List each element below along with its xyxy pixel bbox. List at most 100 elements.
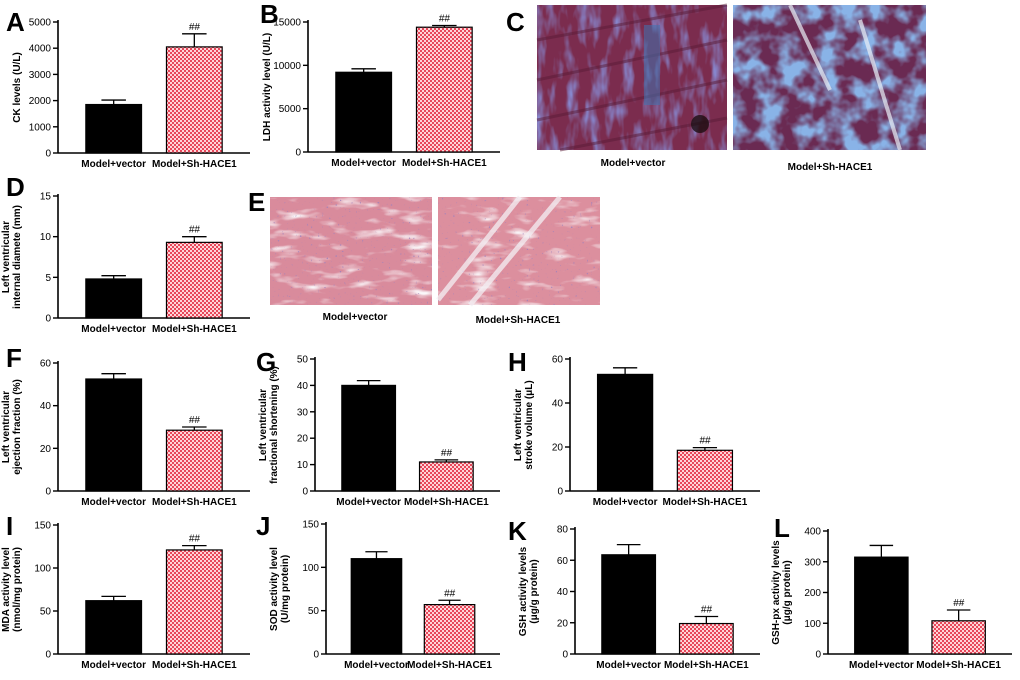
- bar-l-model-sh-hace1: [931, 620, 986, 655]
- y-tick-label-l-3: 300: [804, 557, 821, 568]
- y-tick-label-d-0: 0: [45, 314, 51, 325]
- y-tick-label-f-1: 20: [40, 444, 52, 455]
- y-axis-title-l: GSH-px activity levels(μg/g protein): [771, 540, 793, 645]
- x-category-label-k-1: Model+Sh-HACE1: [664, 660, 749, 671]
- y-tick-label-g-1: 10: [297, 460, 309, 471]
- panel-label-d: D: [6, 172, 25, 202]
- significance-i-1: ##: [189, 534, 201, 545]
- y-tick-label-b-1: 5000: [279, 104, 302, 115]
- x-category-label-f-1: Model+Sh-HACE1: [152, 497, 237, 508]
- y-tick-label-k-2: 40: [557, 587, 569, 598]
- y-tick-label-k-3: 60: [557, 556, 569, 567]
- x-category-label-d-0: Model+vector: [81, 324, 146, 335]
- bar-a-model-vector: [85, 103, 143, 154]
- y-tick-label-j-1: 50: [308, 606, 320, 617]
- panel-label-k: K: [508, 516, 527, 546]
- significance-h-1: ##: [699, 436, 711, 447]
- y-tick-label-g-5: 50: [297, 355, 309, 366]
- y-tick-label-g-0: 0: [302, 487, 308, 498]
- x-category-label-a-0: Model+vector: [81, 159, 146, 170]
- significance-g-1: ##: [441, 448, 453, 459]
- y-tick-label-g-2: 20: [297, 434, 309, 445]
- panel-label-l: L: [774, 513, 790, 543]
- panel-label-c: C: [506, 7, 525, 37]
- panel-label-i: I: [6, 511, 13, 541]
- chart-l-gsh-px-activity: 0 100 200 300 400 GSH-px activity levels(μg/g…: [771, 527, 1012, 671]
- y-tick-label-i-3: 150: [34, 521, 51, 532]
- significance-j-1: ##: [444, 588, 456, 599]
- panel-label-h: H: [508, 347, 527, 377]
- x-category-label-h-1: Model+Sh-HACE1: [663, 497, 748, 508]
- x-category-label-i-1: Model+Sh-HACE1: [152, 660, 237, 671]
- chart-j-sod-activity: 0 50 100 150 SOD activity level(U/mg protein…: [269, 520, 500, 671]
- chart-d-lv-internal-diameter: 0 5 10 15 Left ventricularinternal diamete (…: [1, 192, 250, 335]
- panel-label-j: J: [256, 511, 270, 541]
- bar-g-model-vector: [341, 384, 397, 492]
- bar-k-model-sh-hace1: [678, 622, 734, 655]
- x-category-label-k-0: Model+vector: [596, 660, 661, 671]
- bar-h-model-vector: [596, 373, 654, 492]
- caption-c-sh-hace1: Model+Sh-HACE1: [788, 162, 873, 173]
- y-tick-label-f-2: 40: [40, 401, 52, 412]
- bar-i-model-vector: [85, 600, 143, 655]
- y-tick-label-b-3: 15000: [273, 18, 301, 29]
- x-category-label-h-0: Model+vector: [593, 497, 658, 508]
- x-category-label-j-1: Model+Sh-HACE1: [407, 660, 492, 671]
- x-category-label-j-0: Model+vector: [344, 660, 409, 671]
- y-axis-title-k: GSH activity levels(μg/g protein): [518, 546, 540, 636]
- x-category-label-g-0: Model+vector: [336, 497, 401, 508]
- y-tick-label-g-3: 30: [297, 407, 309, 418]
- y-tick-label-k-1: 20: [557, 618, 569, 629]
- y-axis-title-h: Left ventricularstroke volume (μL): [513, 380, 535, 469]
- x-category-label-g-1: Model+Sh-HACE1: [404, 497, 489, 508]
- bar-f-model-vector: [85, 378, 143, 492]
- y-tick-label-a-3: 3000: [29, 70, 52, 81]
- y-tick-label-i-1: 50: [40, 607, 52, 618]
- bar-k-model-vector: [601, 554, 657, 655]
- y-tick-label-a-1: 1000: [29, 122, 52, 133]
- bar-i-model-sh-hace1: [165, 549, 223, 655]
- y-axis-title-a: CK levels (U/L): [12, 52, 23, 123]
- bar-j-model-sh-hace1: [423, 603, 476, 655]
- bar-j-model-vector: [350, 558, 403, 655]
- y-tick-label-l-4: 400: [804, 527, 821, 538]
- y-tick-label-b-0: 0: [295, 148, 301, 159]
- x-category-label-b-1: Model+Sh-HACE1: [402, 158, 487, 169]
- y-tick-label-k-4: 80: [557, 525, 569, 536]
- y-tick-label-j-0: 0: [313, 650, 319, 661]
- bar-l-model-vector: [854, 556, 909, 655]
- chart-k-gsh-activity: 0 20 40 60 80 GSH activity levels(μg/g protei…: [518, 525, 760, 671]
- y-tick-label-a-2: 2000: [29, 96, 52, 107]
- y-axis-title-g: Left ventricularfractional shortening (%…: [258, 366, 280, 484]
- panel-label-a: A: [6, 7, 25, 37]
- significance-k-1: ##: [701, 605, 713, 616]
- y-tick-label-h-0: 0: [557, 487, 563, 498]
- y-tick-label-f-3: 60: [40, 359, 52, 370]
- x-category-label-l-0: Model+vector: [849, 660, 914, 671]
- y-tick-label-h-2: 40: [552, 399, 564, 410]
- bar-h-model-sh-hace1: [676, 449, 734, 492]
- y-tick-label-a-4: 4000: [29, 44, 52, 55]
- y-axis-title-d: Left ventricularinternal diamete (mm): [1, 205, 23, 309]
- y-tick-label-d-1: 5: [45, 273, 51, 284]
- significance-f-1: ##: [189, 415, 201, 426]
- x-category-label-l-1: Model+Sh-HACE1: [916, 660, 1001, 671]
- y-axis-title-i: MDA activity level(nmol/mg protein): [1, 547, 23, 632]
- significance-d-1: ##: [189, 225, 201, 236]
- x-category-label-a-1: Model+Sh-HACE1: [152, 159, 237, 170]
- significance-a-1: ##: [189, 22, 201, 33]
- chart-f-lv-ejection-fraction: 0 20 40 60 Left ventricularejection fraction…: [1, 359, 250, 508]
- panel-label-e: E: [248, 187, 265, 217]
- y-axis-title-b: LDH activity level (U/L): [262, 33, 273, 141]
- significance-b-1: ##: [439, 13, 451, 24]
- x-category-label-d-1: Model+Sh-HACE1: [152, 324, 237, 335]
- panel-label-f: F: [6, 343, 22, 373]
- y-tick-label-a-0: 0: [45, 149, 51, 160]
- y-tick-label-h-1: 20: [552, 443, 564, 454]
- x-category-label-f-0: Model+vector: [81, 497, 146, 508]
- micrograph-e-sh-hace1: [436, 195, 600, 307]
- bar-d-model-vector: [85, 278, 143, 319]
- y-tick-label-g-4: 40: [297, 381, 309, 392]
- bar-g-model-sh-hace1: [418, 461, 474, 492]
- chart-h-lv-stroke-volume: 0 20 40 60 Left ventricularstroke volume (μL…: [513, 355, 760, 508]
